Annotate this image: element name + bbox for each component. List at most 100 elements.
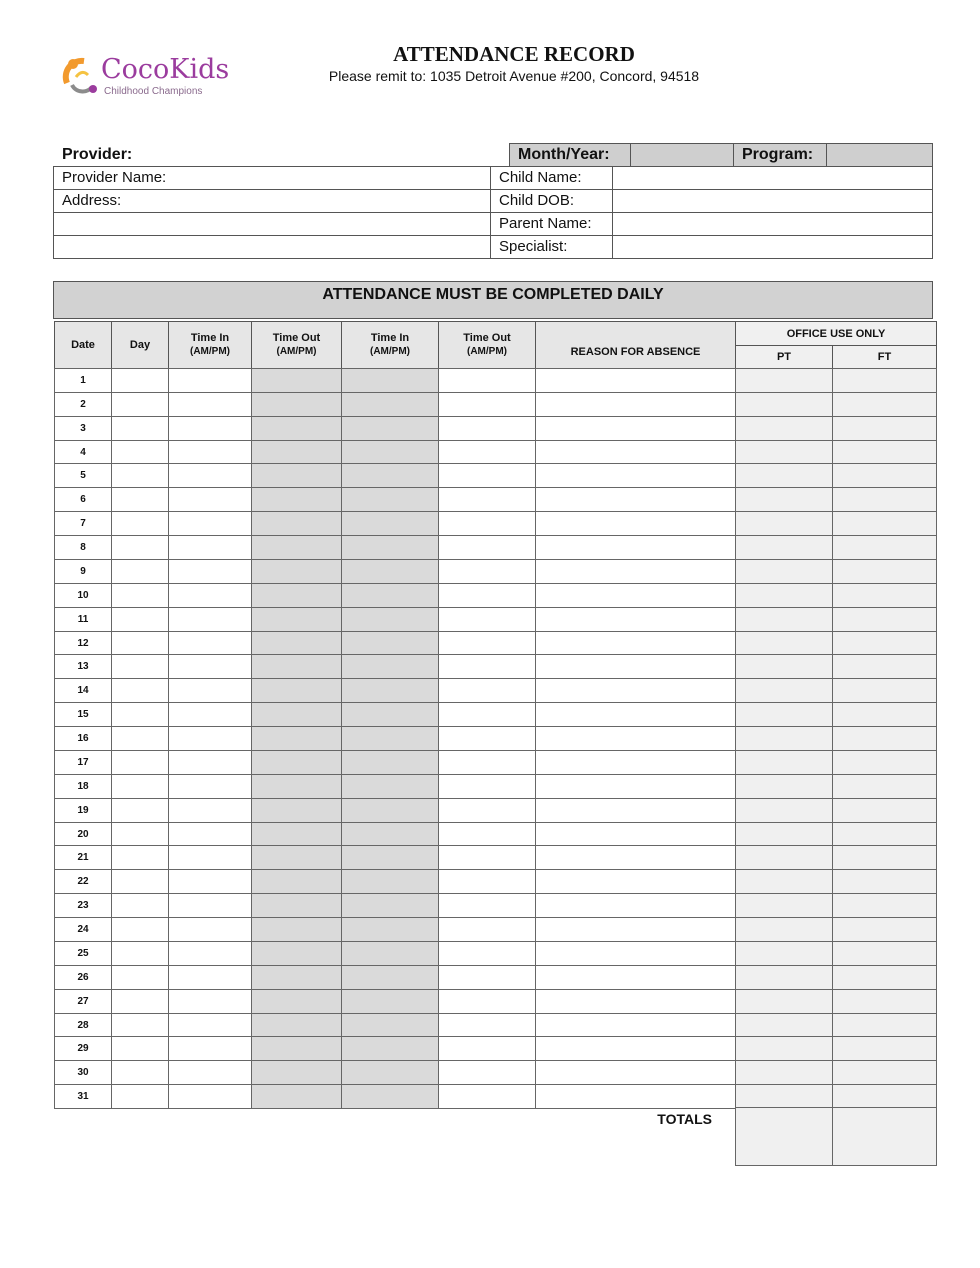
pt-cell[interactable]: [735, 1036, 833, 1061]
reason-cell[interactable]: [535, 893, 736, 918]
ft-cell[interactable]: [832, 1084, 937, 1109]
pt-cell[interactable]: [735, 583, 833, 608]
time-in-1-cell[interactable]: [168, 1013, 252, 1037]
reason-cell[interactable]: [535, 726, 736, 751]
time-out-2-cell[interactable]: [438, 989, 536, 1014]
pt-cell[interactable]: [735, 1084, 833, 1109]
time-out-2-cell[interactable]: [438, 535, 536, 560]
pt-cell[interactable]: [735, 440, 833, 464]
reason-cell[interactable]: [535, 440, 736, 464]
time-out-1-cell[interactable]: [251, 463, 342, 488]
ft-cell[interactable]: [832, 440, 937, 464]
pt-cell[interactable]: [735, 463, 833, 488]
time-out-2-cell[interactable]: [438, 893, 536, 918]
time-in-1-cell[interactable]: [168, 702, 252, 727]
reason-cell[interactable]: [535, 941, 736, 966]
ft-cell[interactable]: [832, 917, 937, 942]
day-cell[interactable]: [111, 631, 169, 655]
reason-cell[interactable]: [535, 416, 736, 441]
time-in-2-cell[interactable]: [341, 535, 439, 560]
pt-cell[interactable]: [735, 654, 833, 679]
ft-cell[interactable]: [832, 463, 937, 488]
time-in-1-cell[interactable]: [168, 1036, 252, 1061]
day-cell[interactable]: [111, 368, 169, 393]
time-in-2-cell[interactable]: [341, 798, 439, 823]
time-out-1-cell[interactable]: [251, 368, 342, 393]
time-out-2-cell[interactable]: [438, 917, 536, 942]
time-in-1-cell[interactable]: [168, 917, 252, 942]
time-out-1-cell[interactable]: [251, 774, 342, 799]
time-out-2-cell[interactable]: [438, 631, 536, 655]
time-in-2-cell[interactable]: [341, 559, 439, 584]
day-cell[interactable]: [111, 654, 169, 679]
time-out-1-cell[interactable]: [251, 440, 342, 464]
time-in-1-cell[interactable]: [168, 368, 252, 393]
time-out-1-cell[interactable]: [251, 845, 342, 870]
day-cell[interactable]: [111, 1036, 169, 1061]
time-in-2-cell[interactable]: [341, 583, 439, 608]
time-out-1-cell[interactable]: [251, 822, 342, 846]
day-cell[interactable]: [111, 463, 169, 488]
time-in-1-cell[interactable]: [168, 487, 252, 512]
pt-cell[interactable]: [735, 1013, 833, 1037]
time-in-2-cell[interactable]: [341, 702, 439, 727]
ft-cell[interactable]: [832, 845, 937, 870]
time-out-2-cell[interactable]: [438, 559, 536, 584]
reason-cell[interactable]: [535, 869, 736, 894]
program-field[interactable]: [826, 143, 933, 167]
time-in-1-cell[interactable]: [168, 941, 252, 966]
time-out-2-cell[interactable]: [438, 941, 536, 966]
time-in-1-cell[interactable]: [168, 535, 252, 560]
ft-cell[interactable]: [832, 798, 937, 823]
pt-cell[interactable]: [735, 631, 833, 655]
time-out-1-cell[interactable]: [251, 1060, 342, 1085]
time-out-2-cell[interactable]: [438, 798, 536, 823]
child-name-field[interactable]: [612, 166, 933, 190]
time-out-1-cell[interactable]: [251, 511, 342, 536]
time-in-1-cell[interactable]: [168, 678, 252, 703]
pt-cell[interactable]: [735, 869, 833, 894]
reason-cell[interactable]: [535, 559, 736, 584]
day-cell[interactable]: [111, 1084, 169, 1109]
time-out-1-cell[interactable]: [251, 965, 342, 990]
time-out-1-cell[interactable]: [251, 798, 342, 823]
ft-cell[interactable]: [832, 774, 937, 799]
address-line-2-field[interactable]: [53, 212, 491, 236]
parent-name-field[interactable]: [612, 212, 933, 236]
ft-cell[interactable]: [832, 1013, 937, 1037]
pt-cell[interactable]: [735, 487, 833, 512]
ft-cell[interactable]: [832, 965, 937, 990]
time-out-2-cell[interactable]: [438, 1036, 536, 1061]
ft-cell[interactable]: [832, 416, 937, 441]
time-out-2-cell[interactable]: [438, 965, 536, 990]
pt-cell[interactable]: [735, 774, 833, 799]
time-out-1-cell[interactable]: [251, 893, 342, 918]
day-cell[interactable]: [111, 702, 169, 727]
ft-cell[interactable]: [832, 893, 937, 918]
day-cell[interactable]: [111, 822, 169, 846]
reason-cell[interactable]: [535, 392, 736, 417]
day-cell[interactable]: [111, 1013, 169, 1037]
time-out-1-cell[interactable]: [251, 607, 342, 632]
time-in-1-cell[interactable]: [168, 726, 252, 751]
day-cell[interactable]: [111, 726, 169, 751]
reason-cell[interactable]: [535, 798, 736, 823]
time-in-2-cell[interactable]: [341, 416, 439, 441]
time-out-2-cell[interactable]: [438, 869, 536, 894]
reason-cell[interactable]: [535, 511, 736, 536]
time-out-2-cell[interactable]: [438, 607, 536, 632]
time-in-2-cell[interactable]: [341, 845, 439, 870]
day-cell[interactable]: [111, 678, 169, 703]
pt-cell[interactable]: [735, 917, 833, 942]
time-out-1-cell[interactable]: [251, 559, 342, 584]
time-out-2-cell[interactable]: [438, 1060, 536, 1085]
day-cell[interactable]: [111, 1060, 169, 1085]
time-in-1-cell[interactable]: [168, 654, 252, 679]
time-out-1-cell[interactable]: [251, 1084, 342, 1109]
time-out-1-cell[interactable]: [251, 392, 342, 417]
ft-cell[interactable]: [832, 654, 937, 679]
ft-cell[interactable]: [832, 559, 937, 584]
time-in-2-cell[interactable]: [341, 487, 439, 512]
blank-field[interactable]: [53, 235, 491, 259]
day-cell[interactable]: [111, 535, 169, 560]
